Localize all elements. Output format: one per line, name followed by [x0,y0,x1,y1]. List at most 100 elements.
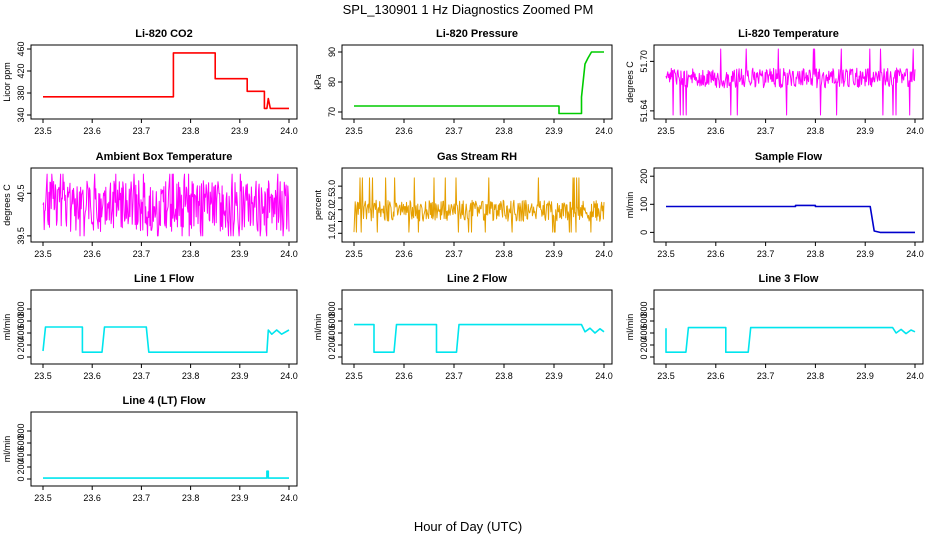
chart-panel: Sample Flow ml/min 23.5 23.6 23.7 23.8 23.9 24.… [625,151,924,259]
data-series-line [42,326,290,353]
y-tick-label: 400 [16,447,26,462]
x-tick-label: 23.9 [231,126,249,136]
panel-title: Li-820 Pressure [436,28,518,40]
x-tick-label: 24.0 [595,126,613,136]
plot-frame [341,44,613,120]
x-tick-label: 23.6 [83,249,101,259]
y-tick-label: 200 [639,337,649,352]
x-tick-label: 23.8 [182,371,200,381]
x-tick-label: 23.5 [657,371,675,381]
y-tick-label: 51.64 [639,100,649,123]
x-tick-label: 23.7 [757,126,775,136]
panel-title: Ambient Box Temperature [96,151,233,163]
chart-panel: Li-820 Temperature degrees C 23.5 23.6 23.7 2… [625,28,924,136]
x-tick-label: 23.5 [657,249,675,259]
x-tick-label: 24.0 [906,126,924,136]
x-tick-label: 23.6 [83,371,101,381]
x-tick-label: 23.5 [34,371,52,381]
x-tick-label: 23.7 [757,249,775,259]
y-tick-label: 420 [16,63,26,78]
panel-title: Line 3 Flow [759,273,819,285]
y-tick-label: 1.0 [327,227,337,240]
y-tick-label: 2.0 [327,203,337,216]
y-tick-label: 0 [639,230,649,235]
y-tick-label: 600 [639,313,649,328]
data-series-line [43,470,289,479]
y-tick-label: 600 [16,313,26,328]
panel-title: Line 4 (LT) Flow [123,395,206,407]
x-tick-label: 23.7 [445,126,463,136]
y-tick-label: 460 [16,41,26,56]
x-tick-label: 23.9 [231,493,249,503]
y-tick-label: 0 [16,476,26,481]
x-tick-label: 24.0 [906,249,924,259]
chart-panel: Ambient Box Temperature degrees C 23.5 23.6… [2,151,298,259]
x-tick-label: 23.8 [182,249,200,259]
y-tick-label: 40.5 [16,185,26,203]
data-series-line [354,323,605,353]
x-tick-label: 23.9 [231,249,249,259]
x-tick-label: 23.8 [182,493,200,503]
x-tick-label: 23.5 [34,249,52,259]
y-tick-label: 80 [327,77,337,87]
x-tick-label: 23.7 [757,371,775,381]
x-tick-label: 23.9 [545,126,563,136]
panel-title: Line 1 Flow [134,273,194,285]
y-tick-label: 51.70 [639,50,649,73]
plot-frame [341,167,613,243]
x-tick-label: 23.5 [345,126,363,136]
data-series-line [353,177,605,233]
x-tick-label: 23.5 [345,371,363,381]
x-tick-label: 24.0 [595,249,613,259]
x-tick-label: 23.6 [707,126,725,136]
chart-panel: Line 3 Flow ml/min 23.5 23.6 23.7 23.8 23.9 24.… [625,273,924,381]
y-tick-label: 0 [639,354,649,359]
x-tick-label: 23.6 [395,371,413,381]
y-tick-label: 800 [327,301,337,316]
plot-frame [653,167,924,243]
x-tick-label: 23.9 [856,249,874,259]
y-tick-label: 200 [639,169,649,184]
x-tick-label: 23.8 [807,371,825,381]
plot-frame [30,44,298,120]
data-series-line [665,326,916,353]
x-tick-label: 23.9 [545,249,563,259]
x-tick-label: 23.8 [495,371,513,381]
y-tick-label: 2.5 [327,192,337,205]
data-series-line [666,204,915,234]
y-axis-label: degrees C [2,184,12,226]
y-tick-label: 200 [327,337,337,352]
y-axis-label: kPa [313,74,323,90]
x-tick-label: 24.0 [280,126,298,136]
figure-xlabel: Hour of Day (UTC) [414,519,522,534]
data-series-line [665,48,916,116]
x-tick-label: 24.0 [280,249,298,259]
x-tick-label: 23.5 [34,126,52,136]
y-tick-label: 340 [16,107,26,122]
x-tick-label: 23.7 [133,493,151,503]
y-axis-label: degrees C [625,61,635,103]
y-tick-label: 400 [639,325,649,340]
x-tick-label: 23.7 [133,249,151,259]
y-tick-label: 100 [639,197,649,212]
x-tick-label: 24.0 [906,371,924,381]
x-tick-label: 24.0 [280,493,298,503]
x-tick-label: 23.9 [856,371,874,381]
plot-frame [653,289,924,365]
y-axis-label: ml/min [313,314,323,341]
y-tick-label: 0 [327,354,337,359]
chart-panel: Line 2 Flow ml/min 23.5 23.6 23.7 23.8 23.9 24.… [313,273,613,381]
y-tick-label: 200 [16,337,26,352]
x-tick-label: 23.5 [345,249,363,259]
data-series-line [43,52,289,110]
panel-title: Gas Stream RH [437,151,517,163]
y-tick-label: 3.0 [327,180,337,193]
panel-title: Li-820 Temperature [738,28,839,40]
y-tick-label: 90 [327,47,337,57]
x-tick-label: 23.7 [445,249,463,259]
plot-frame [653,44,924,120]
y-tick-label: 380 [16,85,26,100]
y-tick-label: 39.5 [16,227,26,245]
x-tick-label: 23.6 [83,493,101,503]
